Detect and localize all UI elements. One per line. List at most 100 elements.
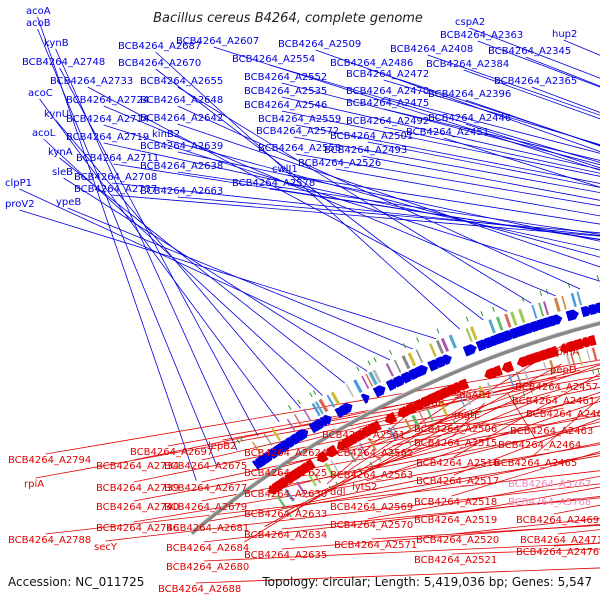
forward-gene-arrow [322, 414, 332, 425]
gene-label: BCB4264_A2648 [140, 95, 223, 106]
gene-label: BCB4264_A2470 [346, 86, 429, 97]
leader-line [293, 136, 600, 194]
cog-segment [576, 291, 583, 306]
cog-segment [518, 308, 526, 324]
leader-line [111, 182, 600, 236]
rna-mark [492, 306, 495, 312]
leader-line [281, 497, 600, 530]
gene-label: BCB4264_A2563 [330, 470, 413, 481]
gene-label: BCB4264_A2345 [488, 46, 571, 57]
gene-label: BCB4264_A2788 [8, 535, 91, 546]
forward-gene-arrow [311, 418, 325, 432]
cog-segment [330, 459, 340, 473]
leader-line [367, 475, 600, 520]
rna-mark [390, 450, 394, 455]
leader-line [281, 411, 600, 489]
cog-segment [523, 368, 530, 383]
rna-mark [288, 512, 292, 518]
cog-segment [508, 374, 515, 388]
gene-label: BCB4264_A2679 [164, 502, 247, 513]
gene-label: BCB4264_A2570 [330, 520, 413, 531]
cog-segment [553, 297, 561, 312]
leader-line [59, 67, 259, 436]
cog-segment [347, 449, 357, 463]
gene-label: BCB4264_A2469 [516, 515, 599, 526]
reverse-gene-arrow [325, 444, 339, 458]
gene-label: BCB4264_A2711 [76, 153, 159, 164]
cog-segment [439, 401, 448, 416]
leader-line [427, 54, 600, 116]
gene-label: BCB4264_A2408 [390, 44, 473, 55]
gene-label: BCB4264_A2552 [244, 72, 327, 83]
rna-mark [597, 368, 600, 374]
gene-label: lytS2 [352, 482, 377, 493]
cog-segment [495, 316, 504, 331]
highlight-gene-label: BCB4264_A5767 [508, 479, 591, 490]
gene-label: clpP1 [5, 178, 32, 189]
gene-label: BCB4264_A2724 [66, 95, 149, 106]
gene-label: BCB4264_A2561 [322, 430, 405, 441]
cog-segment [330, 391, 341, 406]
leader-line [201, 425, 600, 502]
gene-label: BCB4264_A2464 [498, 440, 581, 451]
gene-label: BCB4264_A2462 [526, 409, 600, 420]
cog-segment [286, 418, 296, 432]
rna-mark [297, 399, 301, 405]
forward-gene-arrow [375, 385, 386, 396]
gene-label: BCB4264_A2554 [232, 54, 315, 65]
gene-label: BCB4264_A2476 [516, 547, 599, 558]
leader-line [177, 151, 600, 242]
gene-label: BCB4264_A2635 [244, 550, 327, 561]
cog-segment [401, 355, 411, 370]
leader-line [45, 359, 600, 455]
gene-label: BCB4264_A2734 [96, 461, 179, 472]
cog-segment [284, 488, 295, 502]
leader-line [203, 542, 600, 562]
rna-mark [465, 316, 469, 322]
gene-label: BCB4264_A2521 [414, 555, 497, 566]
cog-segment [393, 359, 402, 373]
cog-segment [440, 337, 450, 352]
forward-gene-arrow [295, 429, 309, 442]
rna-mark [356, 366, 360, 372]
reverse-gene-arrow [451, 381, 462, 393]
cog-segment [404, 418, 413, 433]
gene-label: proV2 [5, 199, 35, 210]
rna-mark [312, 390, 317, 396]
reverse-gene-arrow [397, 406, 410, 418]
gene-label: BCB4264_A2625 [244, 468, 327, 479]
gene-label: BCB4264_A2630 [244, 489, 327, 500]
cog-segment [368, 437, 377, 451]
gene-label: kynU [44, 109, 69, 120]
rna-mark [539, 290, 543, 297]
map-title: Bacillus cereus B4264, complete genome [153, 11, 423, 26]
leader-line [177, 171, 600, 235]
forward-gene-arrow [414, 364, 428, 378]
cog-segment [469, 326, 478, 341]
leader-line [45, 470, 600, 535]
rna-mark [296, 506, 301, 512]
cog-segment [372, 369, 382, 384]
leader-line [133, 444, 600, 523]
cog-segment [368, 371, 378, 386]
cog-segment [385, 363, 394, 377]
forward-gene-arrow [392, 375, 406, 388]
cog-segment [314, 401, 324, 415]
rna-mark [335, 481, 339, 487]
gene-label: BCB4264_A2639 [140, 141, 223, 152]
rna-mark [596, 275, 599, 281]
cog-segment [561, 295, 567, 310]
leader-line [383, 79, 600, 146]
summary-text: Topology: circular; Length: 5,419,036 bp… [261, 575, 592, 589]
gene-label: pepD [550, 365, 577, 376]
rna-mark [328, 485, 333, 491]
leader-line [37, 28, 217, 466]
gene-label: cwlJ1 [272, 164, 298, 175]
gene-label: BCB4264_A2697 [130, 447, 213, 458]
cog-segment [515, 371, 522, 386]
cog-segment [407, 352, 417, 367]
gene-label: BCB4264_A2688 [158, 584, 241, 595]
leader-line [335, 168, 600, 217]
rna-mark [545, 289, 549, 295]
